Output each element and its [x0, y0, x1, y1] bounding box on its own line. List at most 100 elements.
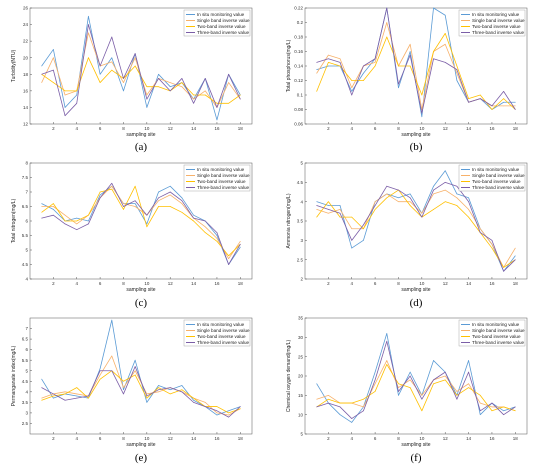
series-line-two [41, 185, 241, 257]
data-point [351, 239, 353, 241]
y-axis-label: Ammonia nitrogen(mg/L) [286, 193, 292, 248]
data-point [339, 212, 341, 214]
data-point [433, 7, 434, 9]
data-point [409, 197, 411, 199]
data-point [398, 83, 399, 85]
data-point [409, 43, 411, 45]
legend-entry: Two-band inverse value [472, 24, 521, 29]
y-tick-label: 8 [25, 161, 28, 166]
y-tick-label: 26 [23, 6, 29, 11]
data-point [456, 80, 458, 81]
data-point [409, 193, 411, 195]
data-point [146, 214, 148, 216]
data-point [123, 389, 124, 391]
data-point [328, 205, 329, 206]
data-point [193, 214, 194, 216]
legend-entry: Single band inverse value [197, 18, 250, 23]
data-point [421, 394, 423, 396]
y-tick-label: 4 [300, 199, 303, 204]
data-point [351, 91, 353, 92]
data-point [193, 399, 194, 401]
data-point [88, 57, 89, 59]
data-point [53, 393, 54, 395]
data-point [239, 243, 241, 245]
data-point [514, 406, 516, 408]
data-point [88, 214, 89, 216]
data-point [193, 102, 194, 104]
x-tick-label: 12 [443, 281, 449, 286]
x-tick-label: 2 [327, 436, 330, 441]
data-point [216, 119, 218, 121]
x-tick-label: 8 [122, 436, 125, 441]
data-point [328, 54, 329, 56]
data-point [363, 224, 364, 226]
series-line-three [41, 182, 241, 265]
plot-frame [29, 317, 253, 435]
data-point [76, 229, 78, 231]
data-point [99, 194, 101, 196]
data-point [386, 22, 388, 23]
data-point [316, 205, 318, 206]
data-point [351, 228, 353, 230]
data-point [409, 371, 411, 373]
data-point [64, 223, 66, 225]
data-point [169, 389, 171, 391]
data-point [398, 387, 399, 388]
legend-entry: Two-band inverse value [197, 24, 246, 29]
data-point [134, 370, 136, 372]
data-point [468, 360, 469, 361]
data-point [316, 398, 318, 400]
y-tick-label: 0.1 [297, 93, 304, 98]
data-point [479, 232, 481, 233]
data-point [339, 65, 341, 67]
data-point [386, 36, 388, 38]
data-point [514, 105, 516, 107]
y-tick-label: 20 [298, 374, 304, 379]
data-point [158, 387, 159, 388]
data-point [146, 86, 148, 88]
data-point [328, 394, 329, 396]
data-point [53, 209, 54, 210]
data-point [111, 185, 113, 187]
data-point [111, 69, 113, 71]
legend-entry: Three-band inverse value [197, 185, 250, 190]
data-point [123, 387, 124, 388]
y-tick-label: 6 [25, 219, 28, 224]
x-tick-label: 14 [191, 436, 197, 441]
series-line-two [41, 370, 241, 414]
data-point [503, 101, 504, 103]
y-tick-label: 24 [23, 22, 29, 27]
data-point [398, 201, 399, 203]
data-point [169, 86, 171, 88]
x-tick-label: 6 [374, 281, 377, 286]
data-point [468, 98, 469, 99]
data-point [158, 197, 159, 199]
data-point [53, 203, 54, 204]
x-tick-label: 2 [327, 281, 330, 286]
data-point [468, 216, 469, 218]
data-point [216, 240, 218, 242]
y-tick-label: 2.5 [22, 421, 29, 426]
data-point [328, 58, 329, 60]
data-point [228, 258, 229, 260]
data-point [444, 14, 446, 16]
series-line-two [316, 363, 516, 412]
data-point [316, 62, 318, 63]
x-tick-label: 8 [397, 281, 400, 286]
data-point [503, 98, 504, 99]
data-point [158, 200, 159, 202]
data-point [88, 395, 89, 397]
y-axis-label: Permanganate index(mg/L) [11, 345, 17, 406]
data-point [316, 91, 318, 92]
legend-entry: In situ monitoring value [197, 12, 245, 17]
data-point [363, 65, 364, 67]
x-tick-label: 10 [419, 126, 425, 131]
data-point [363, 406, 364, 408]
x-tick-label: 14 [191, 126, 197, 131]
data-point [421, 112, 423, 114]
data-point [41, 82, 43, 83]
y-tick-label: 3.5 [297, 219, 304, 224]
data-point [386, 7, 388, 9]
x-tick-label: 4 [75, 436, 78, 441]
